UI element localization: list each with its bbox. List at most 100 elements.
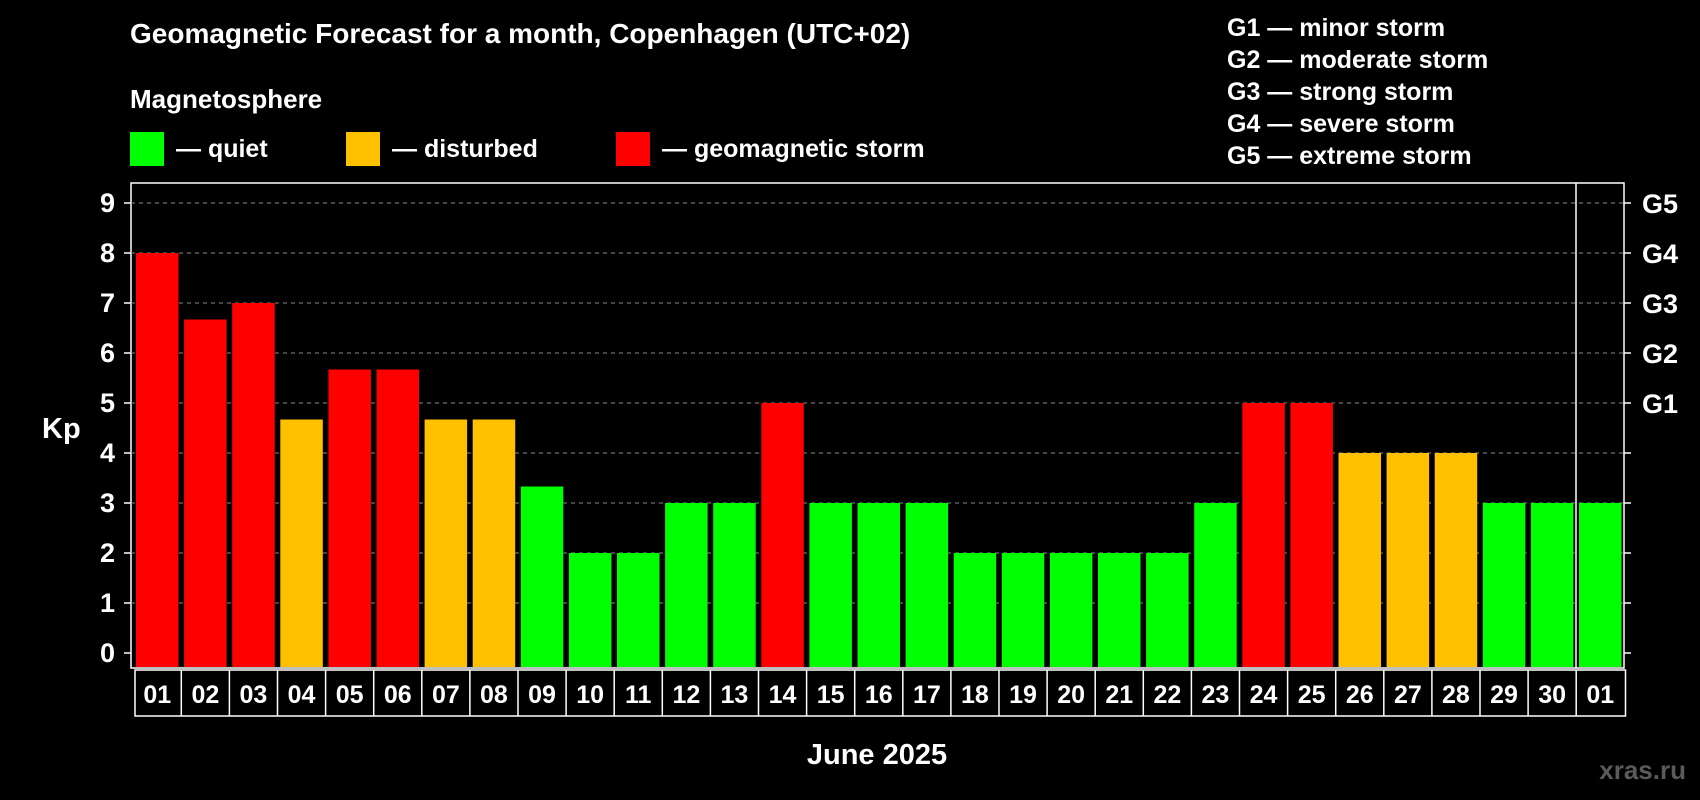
x-tick-label-27: 27 [1394,681,1422,709]
bar-9 [520,486,564,667]
x-tick-label-7: 07 [432,681,460,709]
legend-swatch-quiet [130,132,164,166]
x-tick-label-30: 30 [1538,681,1566,709]
storm-level-list: G1 — minor storm G2 — moderate storm G3 … [1227,12,1488,172]
bar-13 [713,503,756,667]
bar-5 [328,369,371,667]
x-tick-label-10: 10 [576,681,604,709]
x-tick-label-19: 19 [1009,681,1037,709]
legend-label-storm: — geomagnetic storm [662,134,925,163]
y-tick-label-9: 9 [100,188,115,218]
storm-level-g1: G1 — minor storm [1227,14,1446,42]
bar-27 [1386,453,1430,667]
bar-30 [1530,503,1574,667]
y-tick-label-0: 0 [100,638,115,668]
x-tick-label-13: 13 [721,681,749,709]
right-axis-label-g4: G4 [1642,239,1678,269]
y-tick-label-1: 1 [100,588,115,618]
legend-item-quiet: — quiet [130,132,268,166]
x-tick-label-25: 25 [1298,681,1326,709]
plot-frame [130,182,1625,669]
y-tick-label-3: 3 [100,488,115,518]
bar-7 [424,419,468,667]
right-axis-label-g3: G3 [1642,289,1678,319]
x-tick-label-23: 23 [1202,681,1230,709]
x-tick-label-28: 28 [1442,681,1470,709]
bar-23 [1194,503,1237,667]
x-tick-label-5: 05 [336,681,364,709]
bar-22 [1146,553,1189,667]
bar-14 [761,403,804,667]
bar-3 [232,303,275,667]
y-tick-label-8: 8 [100,238,115,268]
x-tick-label-29: 29 [1490,681,1518,709]
x-tick-label-18: 18 [961,681,989,709]
storm-level-g3: G3 — strong storm [1227,78,1454,106]
x-tick-label-16: 16 [865,681,893,709]
legend-swatch-disturbed [346,132,380,166]
y-tick-label-6: 6 [100,338,115,368]
bar-19 [1001,553,1045,667]
right-axis-label-g2: G2 [1642,339,1678,369]
y-tick-label-5: 5 [100,388,115,418]
x-tick-label-8: 08 [480,681,508,709]
x-tick-label-26: 26 [1346,681,1374,709]
x-tick-label-15: 15 [817,681,845,709]
x-tick-label-1: 01 [143,681,171,709]
x-tick-label-12: 12 [672,681,700,709]
bar-28 [1434,453,1478,667]
bar-18 [953,553,997,667]
bar-6 [376,369,419,667]
bar-31 [1579,503,1622,667]
y-tick-label-7: 7 [100,288,115,318]
x-tick-label-2: 02 [191,681,219,709]
y-tick-label-4: 4 [100,438,115,468]
storm-level-g5: G5 — extreme storm [1227,142,1472,170]
x-tick-label-14: 14 [769,681,797,709]
bar-24 [1242,403,1285,667]
bar-20 [1049,553,1093,667]
bar-25 [1290,403,1333,667]
right-axis-label-g5: G5 [1642,189,1678,219]
x-tick-label-24: 24 [1250,681,1278,709]
x-tick-label-6: 06 [384,681,412,709]
bar-26 [1338,453,1381,667]
legend-label-quiet: — quiet [176,134,268,163]
x-tick-label-31: 01 [1586,681,1614,709]
bar-1 [136,253,179,667]
storm-level-g2: G2 — moderate storm [1227,46,1489,74]
bar-12 [665,503,708,667]
bar-11 [617,553,660,667]
storm-level-g4: G4 — severe storm [1227,110,1455,138]
x-axis-label-box [134,669,1627,717]
bar-29 [1482,503,1526,667]
y-axis-label: Kp [42,413,81,445]
legend-item-storm: — geomagnetic storm [616,132,925,166]
bar-21 [1098,553,1141,667]
y-tick-label-2: 2 [100,538,115,568]
right-axis-label-g1: G1 [1642,389,1678,419]
bar-4 [280,419,323,667]
x-axis-label: June 2025 [807,739,947,771]
x-tick-label-20: 20 [1057,681,1085,709]
x-tick-label-9: 09 [528,681,556,709]
bar-8 [472,419,516,667]
bar-15 [809,503,852,667]
legend-swatch-storm [616,132,650,166]
x-tick-label-11: 11 [625,681,652,709]
bar-16 [857,503,900,667]
x-tick-label-4: 04 [288,681,316,709]
legend-label-disturbed: — disturbed [392,134,538,163]
x-tick-label-17: 17 [913,681,941,709]
chart-title: Geomagnetic Forecast for a month, Copenh… [130,18,911,49]
x-tick-label-22: 22 [1153,681,1181,709]
x-tick-label-21: 21 [1105,681,1133,709]
watermark: xras.ru [1599,755,1686,785]
chart-subtitle: Magnetosphere [130,84,323,114]
x-tick-label-3: 03 [240,681,268,709]
legend-item-disturbed: — disturbed [346,132,538,166]
bar-2 [184,319,227,667]
bar-10 [568,553,612,667]
bar-17 [905,503,949,667]
